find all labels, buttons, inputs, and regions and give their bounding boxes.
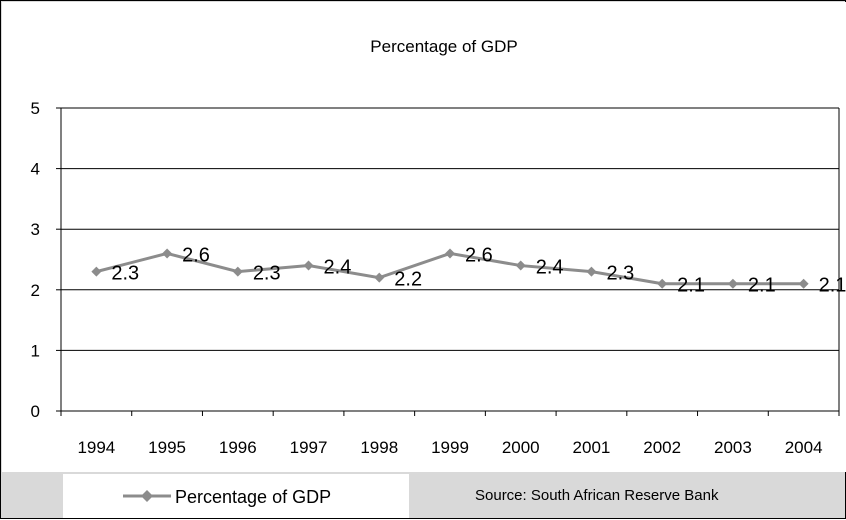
y-tick-label: 1 bbox=[31, 341, 40, 360]
data-label: 2.1 bbox=[748, 275, 776, 297]
data-label: 2.6 bbox=[182, 244, 210, 266]
legend: Percentage of GDP bbox=[63, 474, 409, 518]
data-label: 2.6 bbox=[465, 244, 493, 266]
data-label: 2.3 bbox=[253, 263, 281, 285]
legend-marker-icon bbox=[123, 490, 171, 502]
data-point bbox=[515, 260, 526, 271]
x-tick-label: 1995 bbox=[148, 438, 186, 457]
data-label: 2.1 bbox=[819, 275, 846, 297]
y-tick-label: 5 bbox=[31, 99, 40, 118]
data-point bbox=[91, 266, 102, 277]
y-tick-label: 0 bbox=[31, 402, 40, 421]
data-label: 2.2 bbox=[394, 269, 422, 291]
x-tick-label: 2004 bbox=[785, 438, 823, 457]
data-label: 2.3 bbox=[111, 263, 139, 285]
data-label: 2.3 bbox=[606, 263, 634, 285]
data-point bbox=[657, 278, 668, 289]
y-tick-label: 4 bbox=[31, 160, 40, 179]
x-tick-label: 1996 bbox=[219, 438, 257, 457]
source-note: Source: South African Reserve Bank bbox=[475, 487, 719, 504]
data-point bbox=[445, 248, 455, 259]
x-tick-label: 2000 bbox=[502, 438, 540, 457]
data-label: 2.4 bbox=[324, 257, 352, 279]
data-point bbox=[727, 278, 738, 289]
data-point bbox=[586, 266, 597, 277]
data-point bbox=[162, 248, 173, 259]
x-tick-label: 2003 bbox=[714, 438, 752, 457]
x-tick-label: 2001 bbox=[573, 438, 611, 457]
x-tick-label: 1999 bbox=[431, 438, 469, 457]
x-tick-label: 1997 bbox=[290, 438, 328, 457]
x-tick-label: 2002 bbox=[643, 438, 681, 457]
data-point bbox=[798, 278, 809, 289]
data-point bbox=[374, 272, 385, 283]
y-tick-label: 3 bbox=[31, 220, 40, 239]
data-point bbox=[303, 260, 314, 271]
data-point bbox=[232, 266, 243, 277]
chart-title: Percentage of GDP bbox=[370, 37, 517, 56]
x-tick-label: 1998 bbox=[360, 438, 398, 457]
x-tick-label: 1994 bbox=[77, 438, 115, 457]
data-label: 2.1 bbox=[677, 275, 705, 297]
legend-label: Percentage of GDP bbox=[175, 487, 332, 507]
data-label: 2.4 bbox=[536, 257, 564, 279]
plot-area bbox=[61, 108, 839, 411]
y-tick-label: 2 bbox=[31, 281, 40, 300]
